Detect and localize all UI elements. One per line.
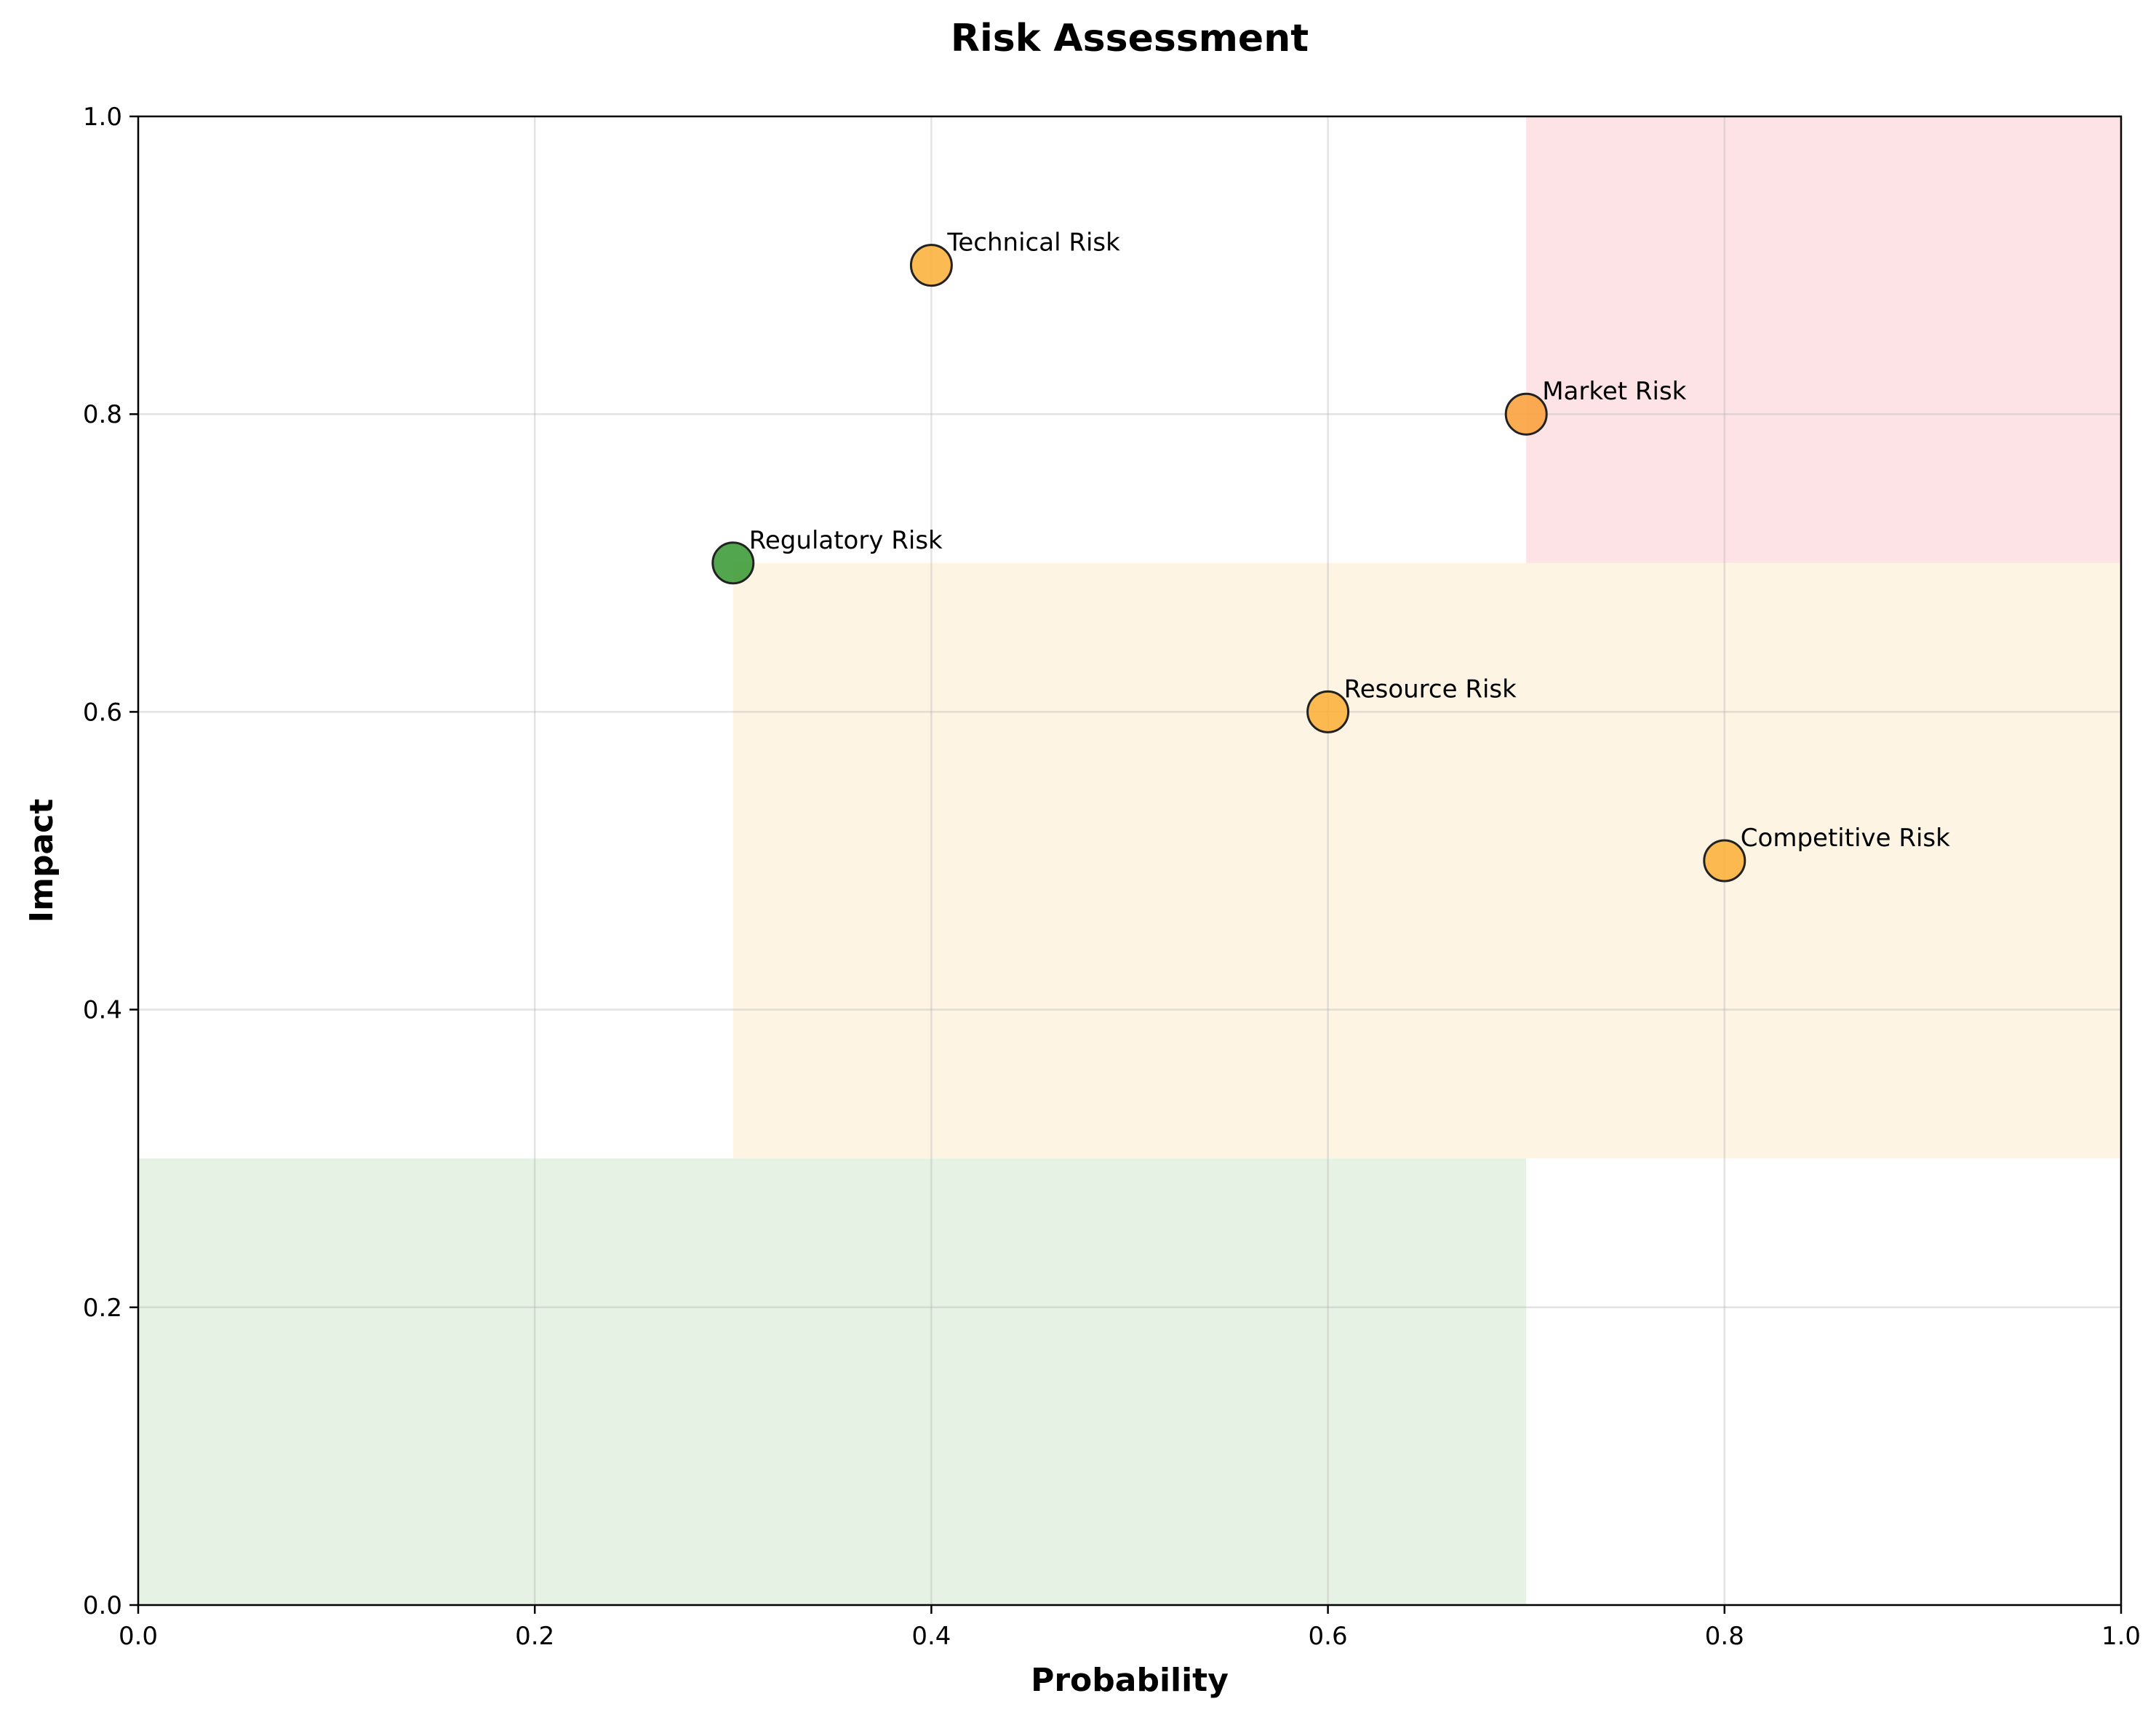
zone-low: [138, 1158, 1527, 1605]
risk-point-label: Technical Risk: [946, 228, 1120, 258]
x-axis-title: Probability: [1031, 1662, 1229, 1699]
risk-point-label: Competitive Risk: [1741, 824, 1950, 853]
risk-point-label: Regulatory Risk: [749, 526, 943, 555]
y-tick-label: 0.2: [83, 1294, 122, 1323]
risk-point-marker: [1703, 839, 1746, 883]
zone-medium: [732, 562, 2121, 1159]
y-tick-label: 0.0: [83, 1591, 122, 1620]
y-tick-label: 0.8: [83, 400, 122, 429]
y-axis-ticks: 0.0 0.2 0.4 0.6 0.8 1.0: [83, 103, 138, 1620]
risk-point-marker: [1504, 392, 1548, 436]
risk-point-label: Resource Risk: [1344, 674, 1517, 704]
y-tick-label: 0.4: [83, 996, 122, 1025]
plot-frame: [137, 115, 2123, 1606]
x-tick-label: 0.4: [911, 1622, 951, 1651]
risk-point-label: Market Risk: [1542, 377, 1686, 406]
chart-title: Risk Assessment: [951, 17, 1309, 60]
risk-point-marker: [909, 244, 953, 287]
x-axis-ticks: 0.0 0.2 0.4 0.6 0.8 1.0: [119, 1605, 2141, 1651]
risk-zones: [138, 116, 2121, 1605]
risk-point-marker: [1306, 690, 1350, 733]
x-tick-label: 1.0: [2101, 1622, 2141, 1651]
y-axis-title: Impact: [23, 799, 60, 923]
data-points: Technical Risk Market Risk Regulatory Risk…: [711, 228, 1950, 883]
y-tick-label: 1.0: [83, 103, 122, 132]
x-tick-label: 0.8: [1705, 1622, 1744, 1651]
risk-point-marker: [711, 541, 755, 585]
y-tick-label: 0.6: [83, 698, 122, 727]
x-tick-label: 0.2: [515, 1622, 554, 1651]
x-tick-label: 0.0: [119, 1622, 158, 1651]
zone-high: [1526, 116, 2121, 563]
x-tick-label: 0.6: [1309, 1622, 1348, 1651]
